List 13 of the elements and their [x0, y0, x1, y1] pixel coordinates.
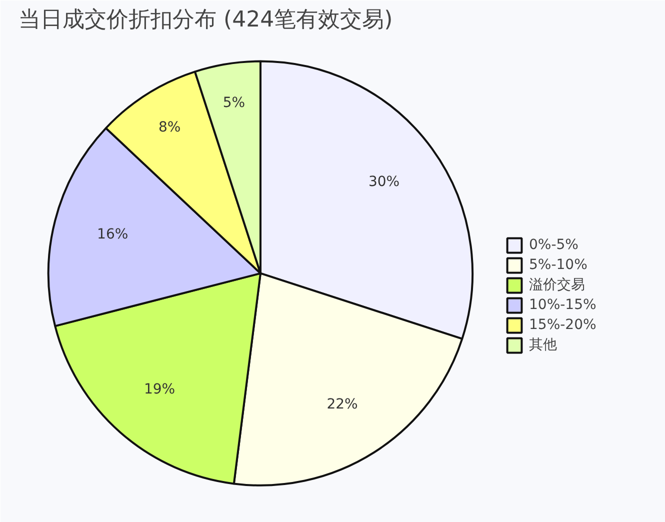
data-label: 22%: [326, 396, 358, 412]
data-label: 5%: [222, 94, 246, 111]
legend-label: 10%-15%: [529, 297, 596, 313]
legend-label: 15%-20%: [529, 317, 596, 333]
legend-label: 溢价交易: [529, 276, 585, 294]
legend-label: 0%-5%: [529, 237, 578, 253]
chart-title: 当日成交价折扣分布 (424笔有效交易): [18, 8, 393, 32]
data-label: 8%: [158, 120, 181, 136]
data-label: 16%: [97, 226, 128, 243]
legend-label: 5%-10%: [529, 257, 588, 273]
data-label: 30%: [368, 174, 400, 190]
legend-label: 其他: [529, 336, 557, 354]
data-label: 19%: [144, 382, 176, 398]
